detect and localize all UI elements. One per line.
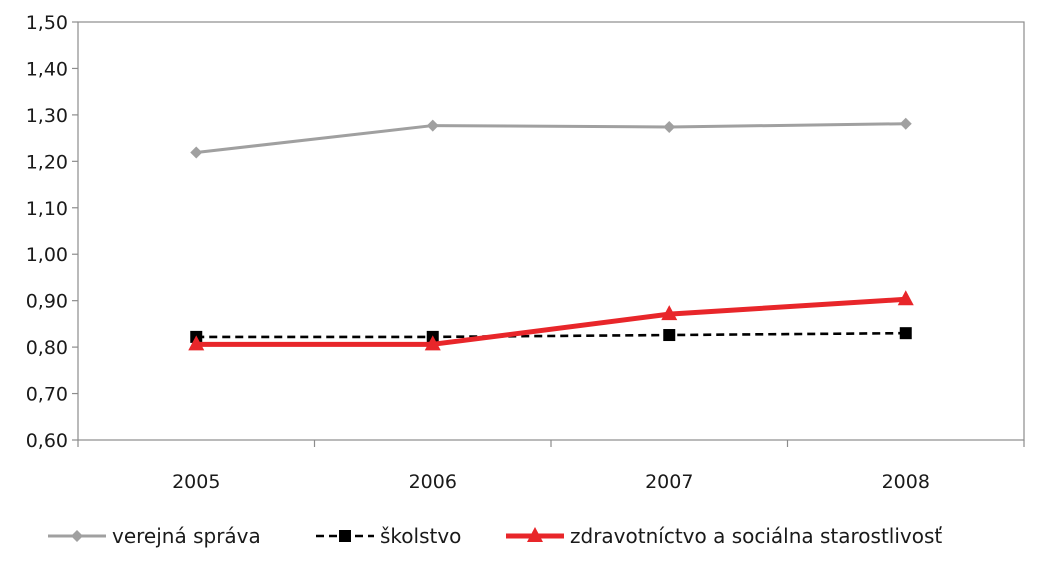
y-tick-label: 0,70 (26, 384, 68, 406)
y-tick-label: 0,80 (26, 337, 68, 359)
y-tick-label: 1,10 (26, 198, 68, 220)
y-tick-label: 1,00 (26, 244, 68, 266)
legend-item-skolstvo: školstvo (316, 524, 461, 548)
data-point-verejna-sprava (899, 117, 912, 130)
y-tick-label: 1,20 (26, 151, 68, 173)
series-line-zdravotnictvo-a-socialna-starostlivost (196, 296, 906, 347)
data-point-zdravotnictvo-a-socialna-starostlivost (897, 290, 914, 306)
y-tick-label: 1,40 (26, 58, 68, 80)
legend-marker-zdravotnictvo-a-socialna-starostlivost (527, 527, 543, 542)
series-group (188, 117, 914, 351)
y-tick-label: 0,90 (26, 291, 68, 313)
data-point-skolstvo (899, 327, 912, 340)
data-point-verejna-sprava (190, 146, 203, 159)
legend-label-skolstvo: školstvo (380, 524, 461, 548)
x-axis: 2005 2006 2007 2008 (77, 440, 1025, 493)
series-line-verejna-sprava (196, 122, 906, 154)
series-line-skolstvo (196, 331, 906, 339)
y-tick-label: 1,30 (26, 105, 68, 127)
series-skolstvo (190, 327, 912, 343)
data-point-zdravotnictvo-a-socialna-starostlivost (661, 305, 678, 321)
legend-marker-verejna-sprava (71, 530, 83, 542)
y-tick-label: 1,50 (26, 12, 68, 34)
data-point-zdravotnictvo-a-socialna-starostlivost (188, 335, 205, 351)
data-point-verejna-sprava (426, 119, 439, 132)
x-tick-label: 2007 (645, 471, 693, 493)
y-axis: 0,60 0,70 0,80 0,90 1,00 1,10 1,20 1,30 1,40 1,50 (26, 12, 78, 452)
legend-label-verejna-sprava: verejná správa (112, 524, 261, 548)
x-tick-label: 2005 (172, 471, 220, 493)
x-tick-label: 2006 (409, 471, 457, 493)
legend-item-verejna-sprava: verejná správa (48, 524, 261, 548)
series-zdravotnictvo-a-socialna-starostlivost (188, 290, 914, 351)
legend-item-zdravotnictvo-a-socialna-starostlivost: zdravotníctvo a sociálna starostlivosť (506, 524, 942, 548)
series-verejna-sprava (190, 117, 912, 159)
data-point-verejna-sprava (663, 120, 676, 133)
legend-label-zdravotnictvo-a-socialna-starostlivost: zdravotníctvo a sociálna starostlivosť (570, 524, 942, 548)
plot-area (77, 21, 1025, 441)
legend-marker-skolstvo (339, 530, 351, 542)
x-tick-label: 2008 (882, 471, 930, 493)
legend: verejná správa školstvo zdravotníctvo a so… (48, 524, 942, 548)
data-point-skolstvo (663, 329, 676, 342)
y-tick-label: 0,60 (26, 430, 68, 452)
data-point-zdravotnictvo-a-socialna-starostlivost (424, 335, 441, 351)
